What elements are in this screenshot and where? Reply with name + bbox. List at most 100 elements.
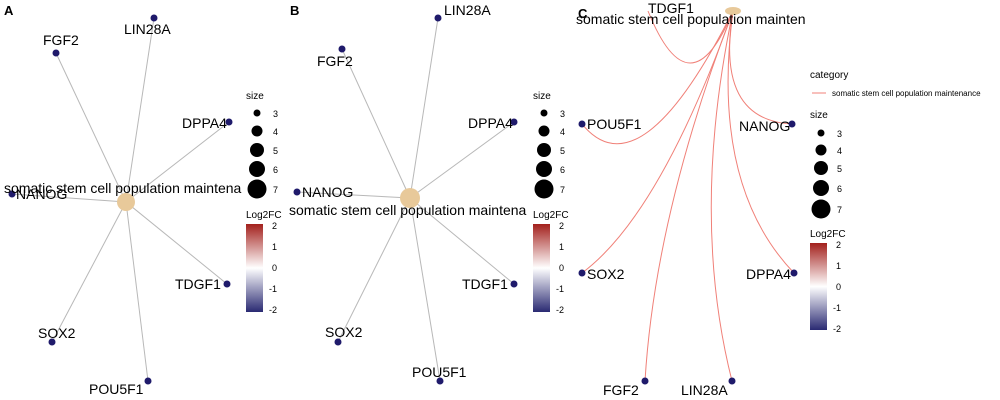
color-tick-neg2: -2 (269, 305, 277, 315)
size-label-5: 5 (273, 146, 278, 156)
edge-fgf2 (55, 52, 127, 203)
color-tick-1: 1 (836, 261, 841, 271)
edge-pou5f1 (125, 201, 149, 382)
size-dot-5 (250, 143, 264, 157)
gene-label-tdgf1: TDGF1 (462, 276, 508, 292)
gene-node-tdgf1 (223, 280, 231, 288)
edge-pou5f1 (581, 10, 734, 145)
size-legend: size 3 4 5 6 7 (810, 110, 842, 219)
color-tick-2: 2 (272, 221, 277, 231)
term-node (117, 193, 135, 211)
gene-label-lin28a: LIN28A (444, 2, 491, 18)
color-bar (246, 224, 263, 312)
panel-a: A FGF2 LIN28A DPPA4 NANOG TDGF1 SOX2 POU… (4, 3, 282, 397)
gene-node-nanog (8, 190, 16, 198)
size-label-7: 7 (273, 185, 278, 195)
size-dot-4 (815, 144, 827, 156)
term-label-clip: somatic stem cell population maintenance (576, 11, 836, 27)
gene-node-fgf2 (338, 45, 346, 53)
term-label: somatic stem cell population maintenance (289, 202, 549, 218)
color-tick-0: 0 (272, 263, 277, 273)
term-node (725, 7, 741, 15)
color-legend-title: Log2FC (246, 210, 282, 221)
category-legend-item: somatic stem cell population maintenance (832, 89, 981, 98)
gene-node-nanog (293, 188, 301, 196)
gene-label-sox2: SOX2 (38, 325, 76, 341)
size-dot-5 (537, 143, 551, 157)
size-label-5: 5 (837, 164, 842, 174)
color-legend: Log2FC 2 1 0 -1 -2 (810, 229, 846, 334)
color-tick-neg1: -1 (269, 284, 277, 294)
gene-label-lin28a: LIN28A (124, 21, 171, 37)
gene-node-dppa4 (510, 118, 518, 126)
size-dot-6 (813, 180, 829, 196)
term-label: somatic stem cell population maintenance (576, 11, 836, 27)
gene-label-dppa4: DPPA4 (746, 266, 791, 282)
panel-b: B FGF2 LIN28A DPPA4 NANOG TDGF1 SOX2 POU… (289, 2, 569, 385)
gene-node-lin28a (434, 14, 442, 22)
edge-tdgf1 (647, 10, 734, 64)
size-dot-6 (249, 161, 265, 177)
gene-label-pou5f1: POU5F1 (412, 364, 467, 380)
color-tick-0: 0 (559, 263, 564, 273)
panel-b-edges (296, 17, 515, 382)
gene-label-dppa4: DPPA4 (468, 115, 513, 131)
size-label-4: 4 (837, 146, 842, 156)
gene-label-lin28a: LIN28A (681, 382, 728, 398)
size-dot-3 (817, 129, 825, 137)
size-dot-4 (538, 125, 550, 137)
panel-c-edges (581, 10, 795, 382)
gene-node-sox2 (578, 269, 586, 277)
gene-node-dppa4 (790, 269, 798, 277)
size-label-4: 4 (560, 127, 565, 137)
gene-label-fgf2: FGF2 (603, 382, 639, 398)
size-label-4: 4 (273, 127, 278, 137)
panel-c: C TDGF1 somatic stem cell population mai… (576, 0, 981, 398)
category-legend: category somatic stem cell population ma… (810, 70, 981, 98)
color-bar (810, 243, 827, 330)
panel-a-edges (11, 17, 230, 382)
gene-label-sox2: SOX2 (325, 324, 363, 340)
gene-node-dppa4 (225, 118, 233, 126)
edge-dppa4 (727, 10, 795, 274)
gene-node-tdgf1 (510, 280, 518, 288)
gene-node-lin28a (728, 377, 736, 385)
color-tick-neg2: -2 (556, 305, 564, 315)
gene-label-tdgf1: TDGF1 (648, 0, 694, 16)
color-legend-title: Log2FC (533, 210, 569, 221)
panel-a-letter: A (4, 3, 14, 18)
gene-label-pou5f1: POU5F1 (89, 381, 144, 397)
size-dot-5 (814, 161, 828, 175)
size-label-3: 3 (560, 109, 565, 119)
color-legend: Log2FC 2 1 0 -1 -2 (246, 210, 282, 315)
edge-fgf2 (644, 10, 734, 382)
color-bar (533, 224, 550, 312)
size-dot-7 (811, 199, 831, 219)
gene-label-fgf2: FGF2 (317, 53, 353, 69)
edge-nanog (296, 191, 411, 199)
edge-pou5f1 (409, 197, 441, 382)
edge-nanog (11, 193, 127, 203)
edge-sox2 (51, 201, 127, 343)
edge-lin28a (409, 17, 439, 199)
term-label-clip: somatic stem cell population maintenance (4, 180, 242, 196)
gene-node-fgf2 (52, 49, 60, 57)
edge-nanog (729, 10, 793, 125)
edge-lin28a (710, 10, 734, 382)
gene-node-sox2 (48, 338, 56, 346)
size-dot-6 (536, 161, 552, 177)
edge-fgf2 (341, 48, 411, 199)
size-label-7: 7 (560, 185, 565, 195)
size-dot-4 (251, 125, 263, 137)
edge-lin28a (125, 17, 155, 203)
gene-node-pou5f1 (144, 377, 152, 385)
color-tick-neg1: -1 (833, 303, 841, 313)
color-legend: Log2FC 2 1 0 -1 -2 (533, 210, 569, 315)
gene-label-dppa4: DPPA4 (182, 115, 227, 131)
size-legend: size 3 4 5 6 7 (533, 91, 565, 199)
size-dot-7 (534, 179, 554, 199)
color-tick-neg1: -1 (556, 284, 564, 294)
gene-node-pou5f1 (578, 120, 586, 128)
term-node (400, 188, 420, 208)
